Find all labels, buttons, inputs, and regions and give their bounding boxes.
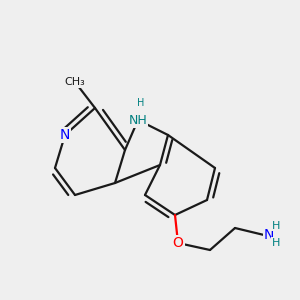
Text: N: N <box>264 228 274 242</box>
Text: N: N <box>60 128 70 142</box>
Text: NH: NH <box>129 113 147 127</box>
Text: H: H <box>272 221 280 231</box>
Text: O: O <box>172 236 183 250</box>
Text: H: H <box>272 238 280 248</box>
Text: CH₃: CH₃ <box>64 77 86 87</box>
Text: H: H <box>137 98 144 108</box>
